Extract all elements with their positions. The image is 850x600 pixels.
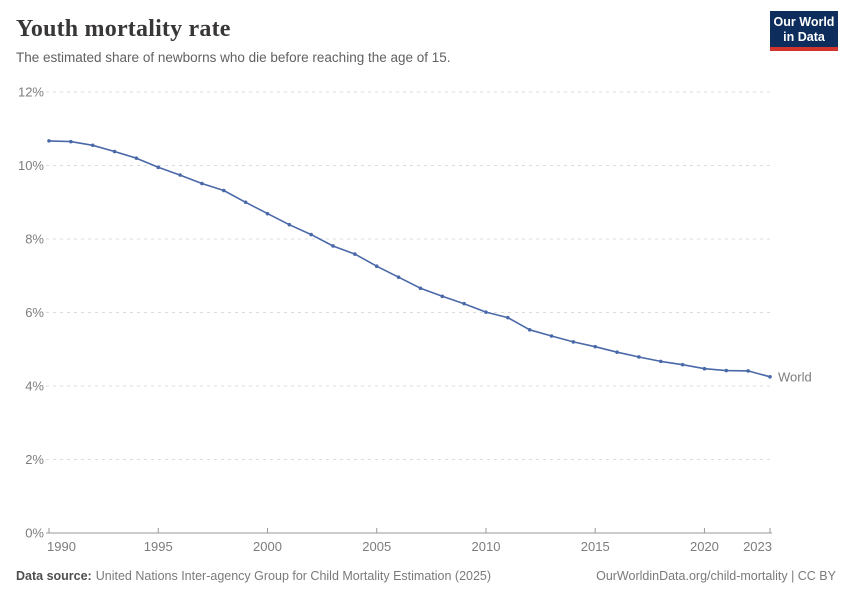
data-point[interactable] [724, 368, 729, 373]
data-point[interactable] [440, 294, 445, 299]
chart-subtitle: The estimated share of newborns who die … [16, 50, 451, 65]
data-point[interactable] [702, 366, 707, 371]
y-tick-label: 2% [25, 452, 44, 467]
data-point[interactable] [200, 181, 204, 186]
data-point[interactable] [571, 340, 576, 344]
x-tick-label: 2020 [690, 539, 719, 554]
data-source: Data source: United Nations Inter-agency … [16, 569, 491, 583]
x-tick-label: 2015 [581, 539, 610, 554]
y-tick-label: 12% [18, 85, 44, 100]
data-point[interactable] [637, 355, 641, 359]
data-point[interactable] [221, 188, 226, 193]
data-point[interactable] [69, 139, 73, 144]
x-tick-label: 2000 [253, 539, 282, 554]
data-source-label: Data source: [16, 569, 92, 583]
data-point[interactable] [746, 369, 750, 373]
data-point[interactable] [156, 165, 161, 170]
y-tick-label: 10% [18, 158, 44, 173]
data-point[interactable] [134, 156, 139, 160]
series-line-world[interactable] [48, 140, 771, 378]
data-point[interactable] [309, 232, 313, 237]
data-point[interactable] [593, 344, 598, 349]
data-point[interactable] [484, 310, 488, 314]
data-point[interactable] [615, 350, 619, 354]
data-point[interactable] [418, 286, 423, 291]
x-tick-label: 2010 [472, 539, 501, 554]
series-end-label[interactable]: World [778, 369, 812, 384]
data-source-text: United Nations Inter-agency Group for Ch… [95, 569, 492, 583]
data-point[interactable] [353, 252, 357, 256]
owid-logo-line1: Our World [773, 15, 835, 29]
chart-title: Youth mortality rate [16, 16, 231, 42]
chart-footer: Data source: United Nations Inter-agency … [16, 569, 836, 583]
data-point[interactable] [527, 327, 532, 332]
chart-header: Youth mortality rate The estimated share… [0, 0, 850, 65]
data-point[interactable] [658, 359, 663, 364]
credit-link[interactable]: OurWorldinData.org/child-mortality | CC … [596, 569, 836, 583]
data-point[interactable] [331, 244, 335, 248]
y-tick-label: 8% [25, 232, 44, 247]
y-tick-label: 0% [25, 526, 44, 541]
data-point[interactable] [90, 143, 95, 148]
y-tick-label: 4% [25, 379, 44, 394]
owid-logo: Our World in Data [770, 11, 838, 51]
data-point[interactable] [287, 222, 292, 227]
data-point[interactable] [178, 173, 182, 177]
data-point[interactable] [265, 211, 270, 216]
data-point[interactable] [396, 275, 401, 280]
data-point[interactable] [549, 334, 554, 338]
data-point[interactable] [680, 362, 685, 367]
y-tick-label: 6% [25, 305, 44, 320]
data-point[interactable] [506, 315, 510, 320]
x-tick-label: 1995 [144, 539, 173, 554]
owid-logo-line2: in Data [783, 30, 825, 44]
data-point[interactable] [47, 139, 51, 143]
x-tick-label: 1990 [47, 539, 76, 554]
data-point[interactable] [768, 375, 772, 379]
x-tick-label: 2023 [743, 539, 772, 554]
data-point[interactable] [374, 264, 379, 268]
data-point[interactable] [112, 149, 117, 154]
data-point[interactable] [243, 200, 248, 205]
data-point[interactable] [462, 301, 466, 306]
x-tick-label: 2005 [362, 539, 391, 554]
